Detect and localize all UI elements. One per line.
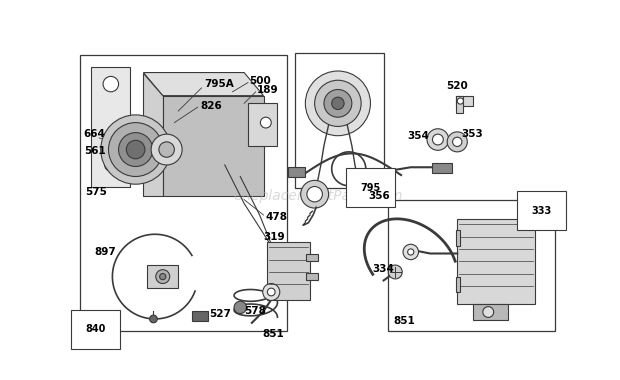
Circle shape [159,274,166,280]
Circle shape [350,184,372,205]
Bar [433,163,452,173]
Text: 334: 334 [372,264,394,274]
Circle shape [260,117,272,128]
Circle shape [105,159,117,171]
Circle shape [156,270,170,283]
Text: 826: 826 [200,101,222,111]
Bar [456,230,460,246]
Bar [294,53,384,188]
Bar [267,242,310,300]
Text: 840: 840 [86,325,105,334]
Bar [288,167,306,177]
Circle shape [234,301,246,314]
Text: 561: 561 [84,146,105,156]
Bar [388,200,555,331]
Bar [456,96,463,112]
Circle shape [108,123,162,176]
Polygon shape [143,73,162,196]
Text: 353: 353 [461,129,483,139]
Bar [458,219,534,304]
Text: 578: 578 [244,306,266,316]
Polygon shape [162,96,264,196]
Text: 333: 333 [532,206,552,216]
Text: 478: 478 [265,212,287,222]
Text: 897: 897 [94,247,117,257]
Circle shape [306,71,371,136]
Bar [472,304,508,320]
Circle shape [263,283,280,301]
Circle shape [408,249,414,255]
Circle shape [151,134,182,165]
Bar [306,273,317,280]
Circle shape [388,265,402,279]
Circle shape [149,315,157,323]
Circle shape [267,288,275,296]
Circle shape [159,142,174,157]
Circle shape [447,132,467,152]
Polygon shape [143,73,264,96]
Circle shape [483,307,494,317]
Bar [92,67,130,187]
Text: 851: 851 [262,329,284,339]
Text: 354: 354 [408,131,430,141]
Text: 664: 664 [84,129,105,139]
Bar [148,265,179,288]
Circle shape [332,97,344,109]
Circle shape [324,90,352,117]
Text: 795A: 795A [204,79,234,89]
Circle shape [103,76,118,92]
Circle shape [356,189,366,200]
Circle shape [301,180,329,208]
Text: 319: 319 [264,231,285,242]
Bar [456,277,460,292]
Bar [192,311,208,321]
Text: 189: 189 [257,85,279,95]
Bar [80,55,286,331]
Circle shape [453,137,462,146]
Circle shape [427,129,449,150]
Circle shape [118,133,153,166]
Bar [248,103,278,146]
Bar [306,253,317,261]
Text: 520: 520 [446,81,468,91]
Circle shape [100,115,170,184]
Text: 851: 851 [394,316,415,326]
Text: 356: 356 [368,191,390,201]
Text: 527: 527 [210,309,231,318]
Circle shape [307,187,322,202]
Text: eReplacementParts.com: eReplacementParts.com [233,189,402,203]
Bar [456,96,472,106]
Circle shape [403,244,418,260]
Text: 500: 500 [249,76,272,86]
Text: 575: 575 [86,187,107,197]
Circle shape [315,80,361,127]
Text: 795: 795 [360,183,381,193]
Circle shape [126,140,145,159]
Circle shape [458,98,464,104]
Circle shape [433,134,443,145]
